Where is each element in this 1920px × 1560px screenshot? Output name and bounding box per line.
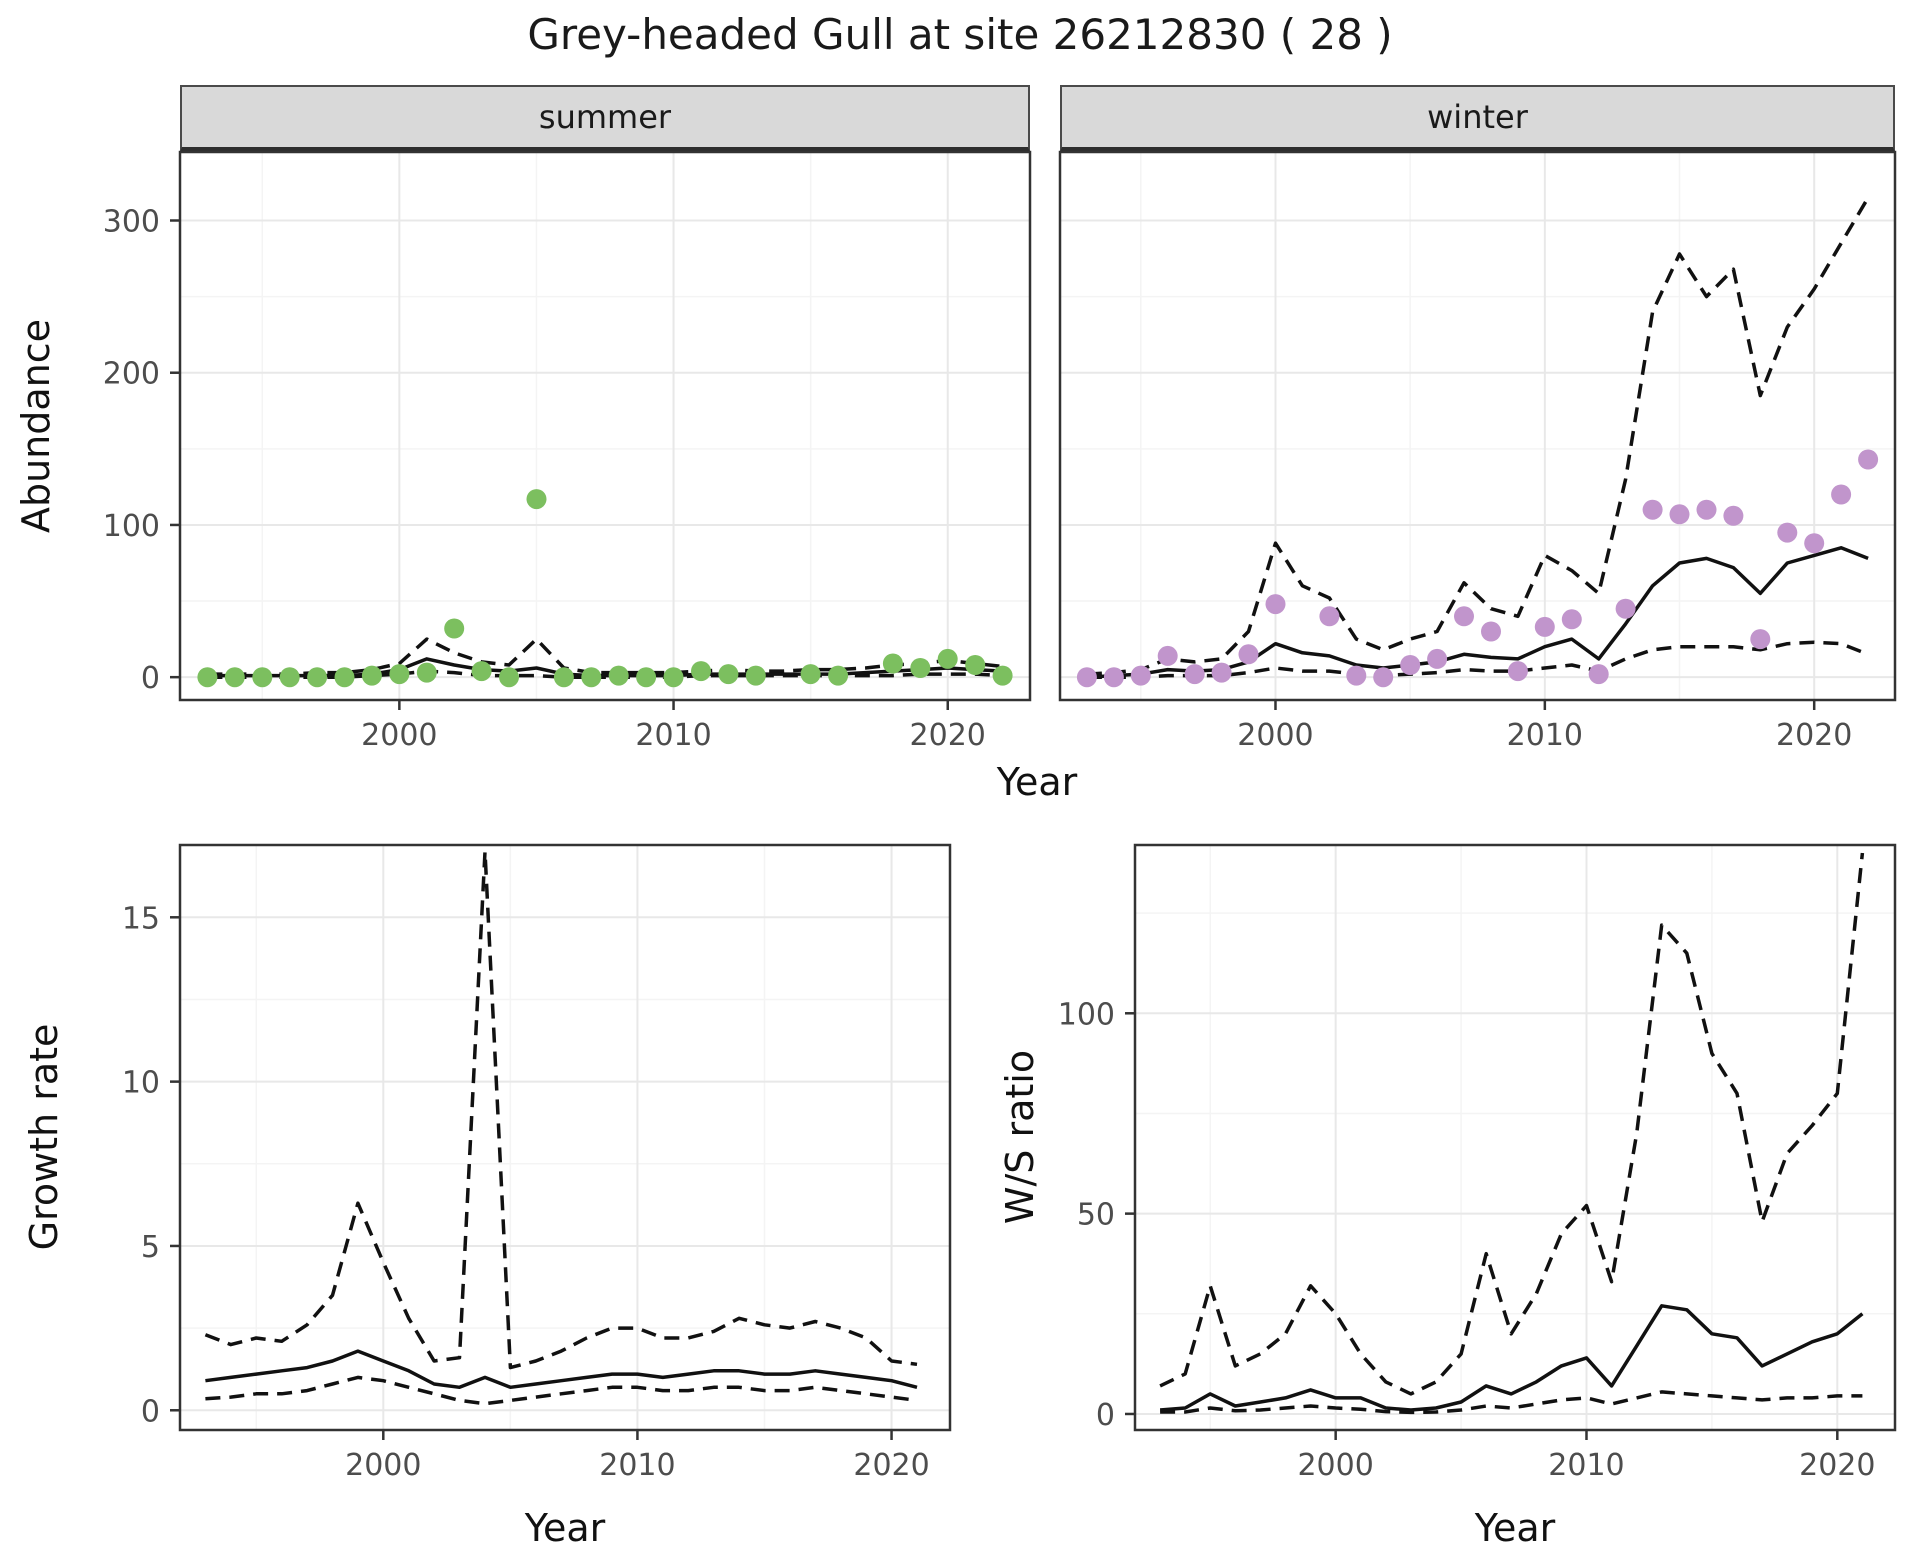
facet-label-winter: winter bbox=[1427, 98, 1528, 136]
svg-text:200: 200 bbox=[103, 357, 160, 392]
x-axis-title-year-top: Year bbox=[996, 760, 1078, 804]
svg-text:2010: 2010 bbox=[1507, 718, 1583, 753]
svg-text:15: 15 bbox=[122, 901, 160, 936]
svg-text:10: 10 bbox=[122, 1066, 160, 1101]
svg-text:2020: 2020 bbox=[853, 1448, 929, 1483]
svg-text:2020: 2020 bbox=[910, 718, 986, 753]
svg-text:100: 100 bbox=[103, 509, 160, 544]
svg-text:2010: 2010 bbox=[599, 1448, 675, 1483]
svg-text:100: 100 bbox=[1058, 997, 1115, 1032]
svg-text:0: 0 bbox=[1096, 1398, 1115, 1433]
x-axis-title-year-bottom-right: Year bbox=[1474, 1506, 1556, 1550]
svg-text:2010: 2010 bbox=[1548, 1448, 1624, 1483]
x-axis-title-year-bottom-left: Year bbox=[524, 1506, 606, 1550]
facet-strip-summer: summer bbox=[180, 85, 1030, 152]
svg-text:50: 50 bbox=[1077, 1198, 1115, 1233]
svg-text:0: 0 bbox=[141, 661, 160, 696]
facet-label-summer: summer bbox=[538, 98, 672, 136]
svg-text:0: 0 bbox=[141, 1394, 160, 1429]
svg-text:2000: 2000 bbox=[1297, 1448, 1373, 1483]
svg-text:2000: 2000 bbox=[1237, 718, 1313, 753]
chart-title: Grey-headed Gull at site 26212830 ( 28 ) bbox=[527, 10, 1393, 59]
svg-text:2000: 2000 bbox=[361, 718, 437, 753]
svg-text:2020: 2020 bbox=[1799, 1448, 1875, 1483]
svg-text:2020: 2020 bbox=[1776, 718, 1852, 753]
svg-text:2010: 2010 bbox=[635, 718, 711, 753]
svg-text:5: 5 bbox=[141, 1230, 160, 1265]
svg-text:2000: 2000 bbox=[345, 1448, 421, 1483]
facet-strip-winter: winter bbox=[1060, 85, 1895, 152]
svg-text:300: 300 bbox=[103, 205, 160, 240]
